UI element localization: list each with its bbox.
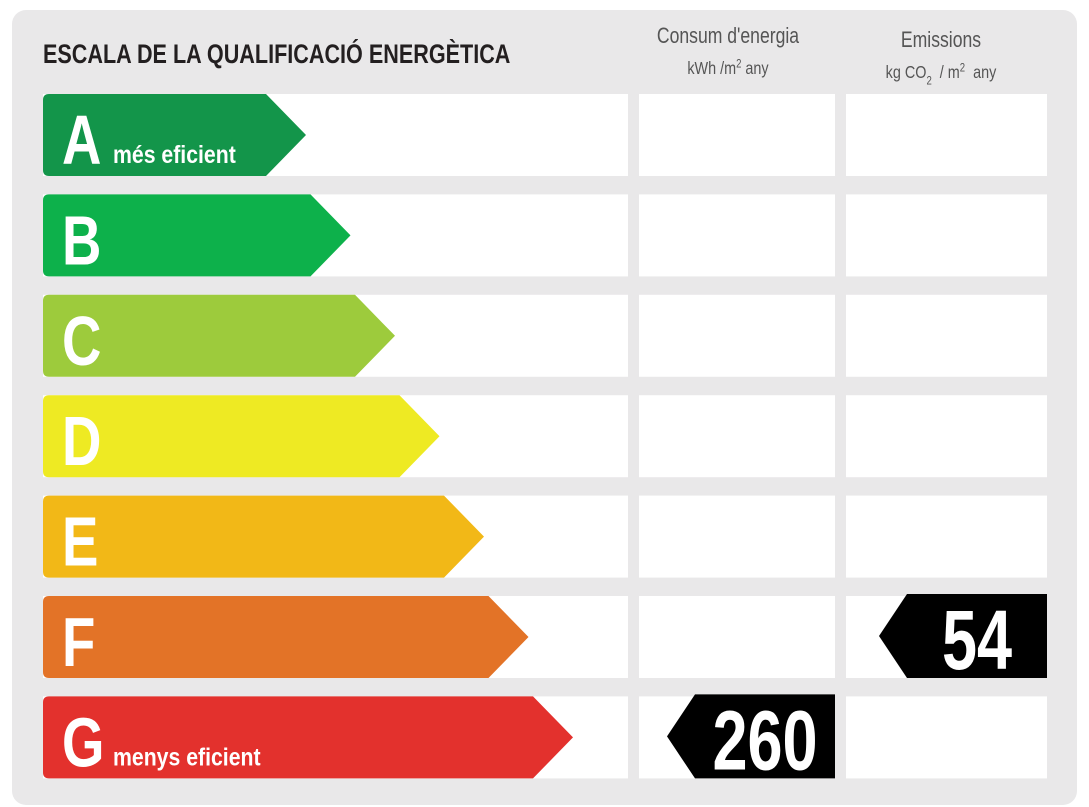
rating-arrow <box>43 94 306 176</box>
rating-note: més eficient <box>113 140 236 168</box>
consumption-cell <box>639 94 835 176</box>
rating-letter: C <box>62 302 101 380</box>
emissions-cell <box>846 395 1047 478</box>
rating-letter: F <box>62 604 95 682</box>
unit-sub: 2 <box>926 75 931 88</box>
rating-arrow <box>43 596 529 678</box>
consumption-cell <box>639 294 835 377</box>
unit-part: kWh /m <box>687 59 736 79</box>
unit-sup: 2 <box>736 57 741 70</box>
emissions-marker <box>879 594 1047 678</box>
emissions-header: Emissions <box>901 28 981 52</box>
emissions-unit: kg CO2 / m2 any <box>886 61 997 88</box>
consumption-cell <box>639 495 835 578</box>
emissions-cell <box>846 194 1047 277</box>
rating-letter: G <box>62 704 104 782</box>
unit-part: any <box>741 59 769 79</box>
rating-arrow <box>43 495 484 578</box>
rating-arrow <box>43 696 573 779</box>
unit-part: / m <box>932 63 960 83</box>
consumption-cell <box>639 194 835 277</box>
unit-part: any <box>965 63 997 83</box>
consumption-header: Consum d'energia <box>657 24 800 48</box>
rating-arrow <box>43 294 395 377</box>
rating-arrow <box>43 194 351 277</box>
unit-sup: 2 <box>960 61 965 74</box>
consumption-cell <box>639 395 835 478</box>
rating-letter: D <box>62 403 101 481</box>
consumption-marker <box>667 694 835 779</box>
consumption-value: 260 <box>712 694 817 788</box>
rating-arrow <box>43 395 440 478</box>
emissions-cell <box>846 294 1047 377</box>
rating-letter: B <box>62 202 101 280</box>
rating-letter: E <box>62 503 98 581</box>
unit-part: kg CO <box>886 63 927 83</box>
emissions-cell <box>846 94 1047 176</box>
emissions-cell <box>846 696 1047 779</box>
rating-letter: A <box>62 102 101 180</box>
rating-note: menys eficient <box>113 743 261 771</box>
emissions-cell <box>846 495 1047 578</box>
emissions-value: 54 <box>942 593 1012 687</box>
label-title: ESCALA DE LA QUALIFICACIÓ ENERGÈTICA <box>43 39 510 70</box>
consumption-unit: kWh /m2 any <box>687 57 769 78</box>
consumption-cell <box>639 596 835 678</box>
